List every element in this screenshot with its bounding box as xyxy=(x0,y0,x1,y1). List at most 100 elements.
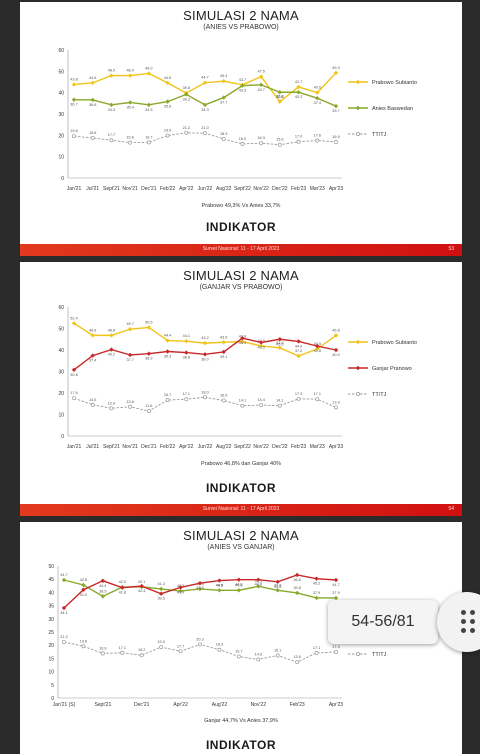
legend-marker xyxy=(355,105,361,111)
data-point xyxy=(236,577,242,582)
data-point xyxy=(109,347,114,352)
x-tick-label: Dec'22 xyxy=(272,444,288,450)
data-point xyxy=(296,353,301,359)
data-label: 15.6 xyxy=(276,138,283,142)
data-label: 49.0 xyxy=(145,66,152,70)
data-label: 43.5 xyxy=(257,345,264,349)
data-label: 42.1 xyxy=(138,580,145,584)
footer-survey-text: Survei Nasional: 11 - 17 April 2023 xyxy=(202,506,280,512)
data-label: 44.7 xyxy=(332,583,339,587)
data-point xyxy=(333,577,339,583)
data-label: 16.1 xyxy=(274,648,281,652)
data-point xyxy=(165,398,170,403)
data-label: 49.7 xyxy=(126,322,133,326)
data-point xyxy=(127,352,133,358)
data-point xyxy=(71,321,77,326)
data-point xyxy=(203,395,207,400)
data-point xyxy=(314,595,319,601)
data-label: 36.6 xyxy=(89,103,96,107)
data-label: 16.7 xyxy=(145,135,152,139)
data-point xyxy=(294,572,300,578)
data-label: 40.8 xyxy=(216,583,223,587)
x-tick-label: Aug'22 xyxy=(216,186,232,192)
data-label: 37.2 xyxy=(295,349,302,353)
data-label: 35.8 xyxy=(164,105,171,109)
data-label: 37.4 xyxy=(314,101,321,105)
data-label: 43.7 xyxy=(239,78,246,82)
data-label: 50.5 xyxy=(145,320,152,324)
data-label: 17.1 xyxy=(313,646,320,650)
y-tick-label: 20 xyxy=(58,391,64,397)
x-tick-label: Mar'23 xyxy=(310,186,325,192)
data-point xyxy=(296,396,301,401)
data-point xyxy=(71,97,77,102)
data-label: 44.4 xyxy=(164,334,171,338)
x-tick-label: Dec'21 xyxy=(141,444,157,450)
data-label: 14.1 xyxy=(239,399,246,403)
data-point xyxy=(217,588,222,593)
data-label: 14.1 xyxy=(276,399,283,403)
grid-dots-icon xyxy=(461,610,475,634)
data-label: 40.2 xyxy=(295,95,302,99)
data-point xyxy=(127,73,133,78)
y-tick-label: 10 xyxy=(48,670,54,676)
x-tick-label: Nov'22 xyxy=(253,444,269,450)
data-label: 37.7 xyxy=(220,101,227,105)
data-label: 42.7 xyxy=(295,80,302,84)
data-point xyxy=(197,586,203,592)
data-point xyxy=(315,346,320,352)
x-tick-label: Apr'22 xyxy=(173,702,188,708)
data-label: 12.9 xyxy=(108,401,115,405)
x-tick-label: Jan'21 xyxy=(67,444,82,450)
data-point xyxy=(71,367,77,372)
data-label: 13.3 xyxy=(332,400,339,404)
data-point xyxy=(202,102,208,108)
data-point xyxy=(334,405,338,410)
data-point xyxy=(202,352,208,357)
data-point xyxy=(333,333,339,338)
data-point xyxy=(295,660,300,665)
data-point xyxy=(315,138,320,143)
data-label: 17.1 xyxy=(183,392,190,396)
data-label: 16.5 xyxy=(220,394,227,398)
data-label: 17.6 xyxy=(314,133,321,137)
data-point xyxy=(72,396,76,401)
page-counter: 54-56/81 xyxy=(328,600,438,644)
x-tick-label: Feb'23 xyxy=(291,444,306,450)
data-label: 41.0 xyxy=(80,593,87,597)
data-label: 39.5 xyxy=(157,597,164,601)
data-point xyxy=(61,577,67,583)
y-tick-label: 50 xyxy=(58,327,64,333)
data-point xyxy=(109,406,114,411)
data-label: 17.6 xyxy=(70,391,77,395)
y-tick-label: 5 xyxy=(51,683,54,689)
slide-title: SIMULASI 2 NAMA xyxy=(183,268,299,283)
data-point xyxy=(90,333,95,338)
data-point xyxy=(90,402,95,407)
slide-anies-vs-ganjar: SIMULASI 2 NAMA (ANIES VS GANJAR) 0 5 10 15… xyxy=(20,522,462,754)
data-point xyxy=(236,654,241,659)
slide-ganjar-vs-prabowo: SIMULASI 2 NAMA (GANJAR VS PRABOWO) 0 10 2… xyxy=(20,262,462,516)
data-point xyxy=(127,326,133,332)
data-point xyxy=(146,102,152,108)
data-label: 18.3 xyxy=(220,132,227,136)
x-tick-label: Apr'23 xyxy=(329,186,344,192)
menu-fab-button[interactable] xyxy=(437,592,480,652)
data-label: 37.7 xyxy=(126,358,133,362)
data-point xyxy=(256,584,261,589)
data-label: 45.0 xyxy=(276,342,283,346)
line-chart-anies-ganjar: 0 5 10 15 20 25 30 35 40 45 50 Jan'21 (S) Sept'21 Dec… xyxy=(48,564,413,708)
data-point xyxy=(296,339,301,344)
x-tick-label: Sept'21 xyxy=(94,702,111,708)
data-label: 41.8 xyxy=(314,349,321,353)
x-tick-label: Sept'22 xyxy=(234,186,251,192)
data-point xyxy=(221,398,226,403)
data-label: 17.7 xyxy=(108,133,115,137)
data-point xyxy=(315,343,320,349)
data-point xyxy=(90,97,95,103)
data-label: 40.5 xyxy=(314,342,321,346)
data-label: 19.3 xyxy=(157,640,164,644)
x-tick-label: Jul'21 xyxy=(86,186,99,192)
data-label: 45.5 xyxy=(239,341,246,345)
